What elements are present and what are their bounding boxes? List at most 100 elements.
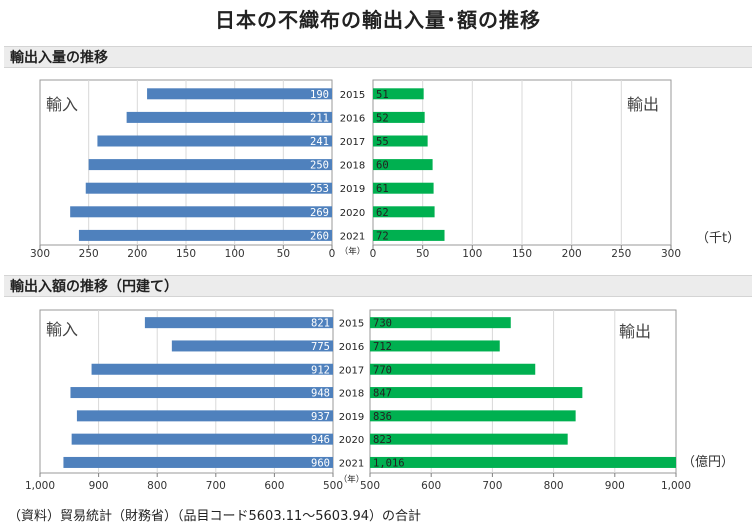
category-label-0-2019: 2019	[340, 184, 365, 195]
bar-import-1-2020	[71, 433, 334, 445]
category-unit-0: （年）	[340, 246, 366, 257]
data-label-import-0-2020: 269	[310, 207, 329, 219]
data-label-export-0-2020: 62	[376, 207, 389, 219]
category-label-0-2017: 2017	[340, 137, 365, 148]
data-label-export-0-2021: 72	[376, 230, 389, 242]
section-title-value: 輸出入額の推移（円建て）	[4, 275, 752, 297]
tick-label-1-import-5: 500	[323, 480, 343, 492]
category-label-0-2015: 2015	[340, 90, 365, 101]
tick-label-1-export-5: 1,000	[661, 480, 691, 492]
data-label-export-0-2018: 60	[376, 160, 389, 172]
tick-label-0-export-6: 300	[661, 248, 681, 260]
tick-label-1-import-0: 1,000	[25, 480, 55, 492]
category-label-1-2018: 2018	[339, 389, 364, 400]
bar-export-1-2019	[370, 410, 576, 422]
bar-export-0-2021	[373, 229, 445, 241]
bar-export-1-2020	[370, 433, 568, 445]
category-label-0-2021: 2021	[340, 231, 365, 242]
category-label-0-2018: 2018	[340, 161, 365, 172]
data-label-export-0-2015: 51	[376, 89, 389, 101]
bar-import-1-2021	[63, 456, 333, 468]
bar-export-1-2018	[370, 387, 583, 399]
category-label-1-2020: 2020	[339, 435, 364, 446]
category-label-1-2015: 2015	[339, 319, 364, 330]
data-label-export-0-2017: 55	[376, 136, 389, 148]
chart-title: 日本の不織布の輸出入量･額の推移	[215, 8, 541, 32]
bar-import-0-2018	[88, 159, 333, 171]
data-label-export-1-2015: 730	[373, 318, 392, 330]
tick-label-1-export-0: 500	[360, 480, 380, 492]
data-label-import-1-2021: 960	[311, 457, 330, 469]
bar-export-0-2020	[373, 206, 435, 218]
data-label-import-0-2018: 250	[310, 160, 329, 172]
tick-label-1-import-3: 700	[206, 480, 226, 492]
data-label-import-0-2019: 253	[310, 183, 329, 195]
tick-label-1-import-2: 800	[147, 480, 167, 492]
series-label-import-1: 輸入	[46, 320, 78, 339]
data-label-export-1-2018: 847	[373, 388, 392, 400]
bar-import-0-2021	[78, 229, 332, 241]
bar-export-0-2016	[373, 111, 425, 123]
bar-import-1-2019	[76, 410, 333, 422]
tick-label-0-import-3: 150	[176, 248, 196, 260]
data-label-import-1-2016: 775	[311, 341, 330, 353]
tick-label-1-export-4: 900	[605, 480, 625, 492]
tick-label-1-export-2: 700	[482, 480, 502, 492]
bar-export-0-2019	[373, 182, 434, 194]
data-label-export-1-2016: 712	[373, 341, 392, 353]
data-label-import-0-2021: 260	[310, 230, 329, 242]
data-label-import-1-2018: 948	[311, 388, 330, 400]
category-label-1-2016: 2016	[339, 342, 364, 353]
data-label-import-1-2017: 912	[311, 364, 330, 376]
data-label-import-0-2015: 190	[310, 89, 329, 101]
bar-import-0-2015	[147, 88, 332, 100]
data-label-import-0-2017: 241	[310, 136, 329, 148]
bar-import-0-2016	[126, 111, 332, 123]
tick-label-0-import-4: 100	[225, 248, 245, 260]
data-label-export-0-2016: 52	[376, 112, 389, 124]
bar-import-0-2020	[70, 206, 332, 218]
unit-label-0: （千t）	[696, 231, 740, 246]
series-label-import-0: 輸入	[46, 95, 78, 114]
tick-label-0-import-6: 0	[329, 248, 336, 260]
data-label-import-1-2015: 821	[311, 318, 330, 330]
category-label-1-2017: 2017	[339, 365, 364, 376]
bar-export-0-2017	[373, 135, 428, 147]
tick-label-0-import-1: 250	[79, 248, 99, 260]
tick-label-0-import-2: 200	[127, 248, 147, 260]
tick-label-0-export-1: 50	[416, 248, 429, 260]
bar-export-1-2016	[370, 340, 500, 352]
category-label-0-2016: 2016	[340, 113, 365, 124]
data-label-import-1-2019: 937	[311, 411, 330, 423]
bar-import-1-2015	[144, 317, 333, 329]
tick-label-1-export-1: 600	[421, 480, 441, 492]
tick-label-0-export-4: 200	[562, 248, 582, 260]
data-label-export-1-2017: 770	[373, 364, 392, 376]
bar-import-0-2017	[97, 135, 332, 147]
data-label-export-1-2019: 836	[373, 411, 392, 423]
tick-label-0-import-0: 300	[30, 248, 50, 260]
data-label-export-1-2021: 1,016	[373, 457, 405, 469]
bar-import-1-2018	[70, 387, 334, 399]
series-label-export-0: 輸出	[627, 95, 659, 114]
data-label-import-1-2020: 946	[311, 434, 330, 446]
source-note: （資料）貿易統計（財務省）（品目コード5603.11～5603.94）の合計	[8, 509, 422, 524]
tick-label-0-export-2: 100	[462, 248, 482, 260]
tick-label-1-import-4: 600	[264, 480, 284, 492]
data-label-export-1-2020: 823	[373, 434, 392, 446]
data-label-import-0-2016: 211	[310, 112, 329, 124]
bar-import-1-2016	[171, 340, 333, 352]
category-unit-1: （年）	[339, 474, 365, 485]
section-title-volume: 輸出入量の推移	[4, 46, 752, 68]
bar-export-1-2015	[370, 317, 511, 329]
category-label-1-2019: 2019	[339, 412, 364, 423]
tick-label-0-import-5: 50	[277, 248, 290, 260]
tick-label-1-export-3: 800	[544, 480, 564, 492]
tick-label-0-export-5: 250	[611, 248, 631, 260]
data-label-export-0-2019: 61	[376, 183, 389, 195]
unit-label-1: （億円）	[682, 454, 734, 470]
bar-import-0-2019	[85, 182, 332, 194]
tick-label-0-export-0: 0	[370, 248, 377, 260]
tick-label-1-import-1: 900	[89, 480, 109, 492]
